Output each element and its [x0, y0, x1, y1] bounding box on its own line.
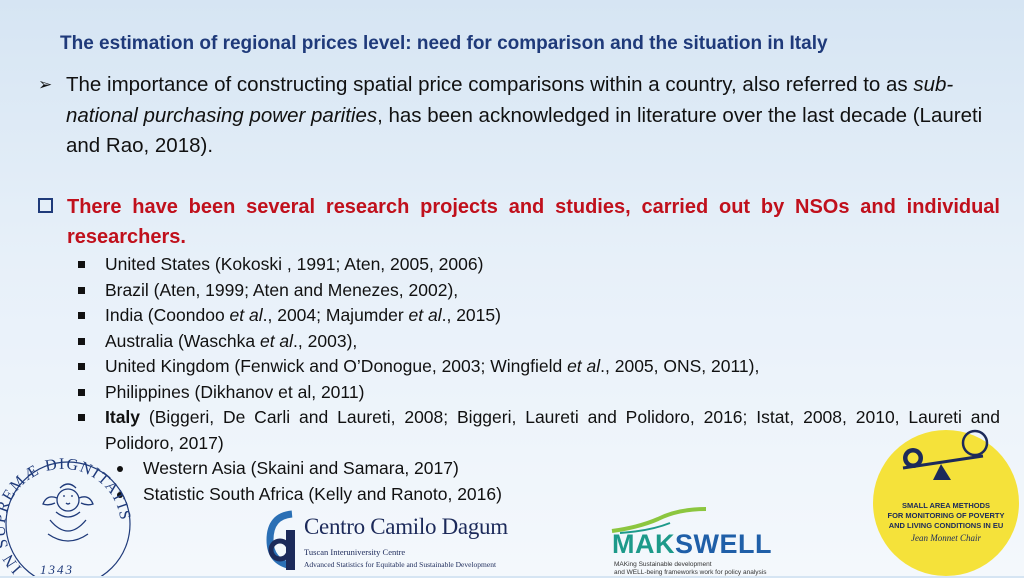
list-item: Western Asia (Skaini and Samara, 2017) — [117, 456, 717, 482]
list-item: Australia (Waschka et al., 2003), — [78, 329, 1000, 355]
makswell-tagline: MAKing Sustainable development and WELL-b… — [614, 561, 767, 576]
svg-text:Jean Monnet Chair: Jean Monnet Chair — [911, 533, 981, 543]
slide-title: The estimation of regional prices level:… — [60, 33, 828, 54]
square-bullet-icon — [78, 363, 85, 370]
square-bullet-icon — [78, 312, 85, 319]
list-item: Statistic South Africa (Kelly and Ranoto… — [117, 482, 717, 508]
list-item: Brazil (Aten, 1999; Aten and Menezes, 20… — [78, 278, 1000, 304]
makswell-wave-icon — [611, 507, 707, 534]
research-heading-text: There have been several research project… — [67, 196, 1000, 248]
svg-text:FOR MONITORING OF POVERTY: FOR MONITORING OF POVERTY — [888, 511, 1005, 520]
list-item: India (Coondoo et al., 2004; Majumder et… — [78, 303, 1000, 329]
cd-mark-icon — [266, 510, 295, 570]
svg-text:AND LIVING CONDITIONS IN EU: AND LIVING CONDITIONS IN EU — [889, 521, 1004, 530]
square-bullet-icon — [78, 337, 85, 345]
dot-bullet-icon — [117, 491, 123, 498]
list-item: Philippines (Dikhanov et al, 2011) — [78, 380, 1000, 406]
intro-text: The importance of constructing spatial p… — [66, 73, 983, 157]
makswell-logo: MAKSWELL MAKing Sustainable development a… — [610, 505, 780, 576]
list-item: United States (Kokoski , 1991; Aten, 200… — [78, 252, 1000, 278]
square-bullet-icon — [78, 286, 85, 294]
dot-bullet-icon — [117, 466, 123, 472]
checkbox-bullet-icon — [38, 198, 53, 213]
study-list: United States (Kokoski , 1991; Aten, 200… — [78, 252, 1000, 456]
svg-text:SMALL AREA METHODS: SMALL AREA METHODS — [902, 501, 990, 510]
list-item: United Kingdom (Fenwick and O’Donogue, 2… — [78, 354, 1000, 380]
camilo-dagum-logo: Centro Camilo Dagum Tuscan Interuniversi… — [264, 508, 508, 574]
research-heading: There have been several research project… — [38, 192, 1000, 252]
university-seal-logo: IN SUPREMÆ DIGNITATIS 1343 — [0, 456, 134, 576]
small-area-methods-badge: SMALL AREA METHODS FOR MONITORING OF POV… — [873, 429, 1019, 576]
makswell-wordmark: MAKSWELL — [612, 529, 772, 559]
svg-text:1343: 1343 — [40, 562, 74, 576]
arrow-bullet-icon: ➢ — [38, 75, 53, 94]
square-bullet-icon — [78, 261, 85, 268]
square-bullet-icon — [78, 388, 85, 396]
other-study-list: Western Asia (Skaini and Samara, 2017) S… — [117, 456, 717, 507]
seesaw-icon — [902, 429, 989, 480]
list-item: Italy (Biggeri, De Carli and Laureti, 20… — [78, 405, 1000, 456]
svg-text:IN SUPREMÆ DIGNITATIS: IN SUPREMÆ DIGNITATIS — [0, 456, 134, 576]
square-bullet-icon — [78, 414, 85, 421]
intro-paragraph: ➢ The importance of constructing spatial… — [38, 70, 988, 162]
